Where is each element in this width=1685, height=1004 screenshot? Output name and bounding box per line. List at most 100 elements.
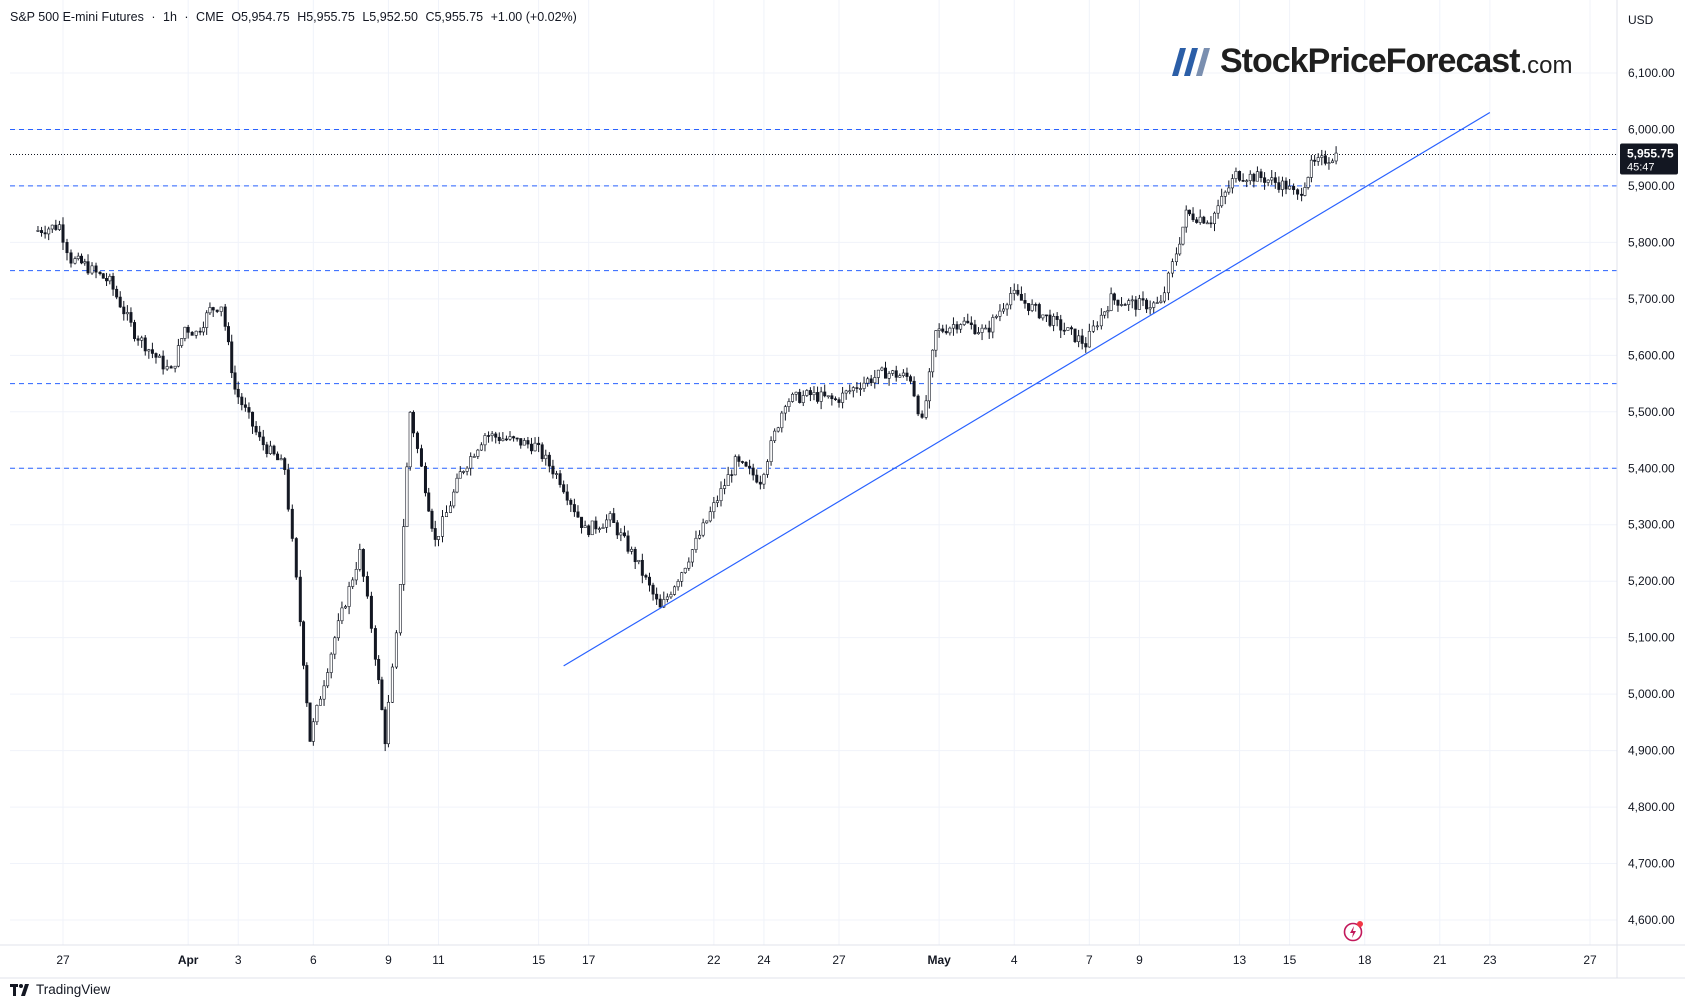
candle-body — [1120, 304, 1124, 306]
candle-body — [76, 255, 80, 259]
candle-body — [526, 440, 530, 445]
candle-body — [551, 465, 555, 475]
candle-body — [40, 230, 44, 233]
candle-body — [140, 337, 144, 341]
candle-body — [558, 473, 562, 485]
x-tick-label: 11 — [432, 953, 445, 967]
candle-body — [733, 456, 737, 476]
candle-body — [894, 370, 898, 378]
x-tick-label: 27 — [832, 953, 846, 967]
candle-body — [855, 387, 859, 389]
candle-body — [57, 224, 61, 230]
candle-body — [533, 442, 537, 452]
candle-body — [1273, 177, 1277, 183]
y-tick-label: 4,700.00 — [1628, 857, 1675, 871]
candle-body — [251, 411, 255, 427]
candle-body — [580, 516, 584, 528]
candle-body — [333, 637, 337, 655]
candle-body — [1230, 178, 1234, 189]
candle-body — [455, 477, 459, 493]
candle-body — [780, 412, 784, 429]
candle-body — [991, 317, 995, 333]
lightning-icon[interactable] — [1343, 920, 1365, 942]
candle-body — [1069, 327, 1073, 330]
candle-body — [108, 275, 112, 282]
candle-body — [311, 721, 315, 742]
candle-body — [1216, 205, 1220, 214]
candle-body — [901, 372, 905, 376]
candle-body — [173, 365, 177, 369]
candle-body — [823, 391, 827, 397]
candle-body — [830, 395, 834, 400]
x-tick-label: 18 — [1358, 953, 1372, 967]
candle-body — [230, 341, 234, 374]
candle-body — [118, 296, 122, 308]
exchange-label: CME — [196, 10, 224, 24]
candle-body — [1112, 293, 1116, 301]
candle-body — [268, 445, 272, 454]
candle-body — [1181, 226, 1185, 245]
candle-body — [1041, 314, 1045, 319]
candle-body — [80, 255, 84, 264]
candle-body — [1259, 171, 1263, 179]
x-tick-label: 23 — [1483, 953, 1497, 967]
candle-body — [336, 620, 340, 639]
candle-body — [665, 596, 669, 600]
candle-body — [1037, 304, 1041, 319]
candle-body — [651, 584, 655, 595]
y-tick-label: 5,100.00 — [1628, 631, 1675, 645]
candle-body — [969, 322, 973, 325]
candle-body — [1238, 171, 1242, 181]
candle-body — [261, 436, 265, 446]
candle-body — [154, 353, 158, 358]
candle-body — [1152, 302, 1156, 308]
candle-body — [1245, 180, 1249, 183]
candle-body — [150, 349, 154, 354]
candle-body — [680, 572, 684, 582]
trendline-group — [563, 112, 1491, 667]
candle-body — [1095, 325, 1099, 328]
candle-body — [590, 520, 594, 536]
candle-body — [755, 474, 759, 483]
candle-body — [630, 548, 634, 552]
candle-body — [1134, 299, 1138, 310]
candle-body — [848, 390, 852, 393]
x-tick-label: 4 — [1011, 953, 1018, 967]
candle-body — [751, 467, 755, 476]
candle-body — [927, 371, 931, 402]
tradingview-brand[interactable]: TradingView — [10, 982, 110, 997]
candle-body — [1288, 185, 1292, 190]
candle-body — [808, 390, 812, 396]
candle-body — [129, 312, 133, 323]
candle-body — [215, 309, 219, 312]
candle-body — [1016, 289, 1020, 295]
candle-body — [73, 258, 77, 264]
candle-body — [937, 328, 941, 331]
candle-body — [243, 404, 247, 408]
symbol-name[interactable]: S&P 500 E-mini Futures — [10, 10, 144, 24]
candle-body — [490, 433, 494, 436]
candle-body — [1106, 310, 1110, 313]
y-tick-label: 4,800.00 — [1628, 800, 1675, 814]
candle-body — [1277, 182, 1281, 190]
candle-body — [1023, 300, 1027, 304]
candle-body — [522, 440, 526, 446]
candles — [36, 146, 1338, 752]
axes: USD 4,600.00 4,700.00 4,800.00 4,900.00 5,000… — [0, 0, 1685, 979]
candle-body — [962, 320, 966, 325]
candle-body — [1166, 272, 1170, 294]
interval-label[interactable]: 1h — [163, 10, 177, 24]
candle-body — [247, 407, 251, 413]
candle-body — [111, 275, 115, 290]
candle-body — [640, 559, 644, 576]
candle-body — [984, 327, 988, 330]
candle-body — [862, 382, 866, 389]
candle-body — [452, 491, 456, 507]
candle-body — [683, 567, 687, 574]
candle-body — [1012, 289, 1016, 294]
candle-body — [1091, 325, 1095, 332]
candle-body — [694, 537, 698, 550]
trendline[interactable] — [563, 112, 1491, 667]
candle-body — [365, 576, 369, 597]
